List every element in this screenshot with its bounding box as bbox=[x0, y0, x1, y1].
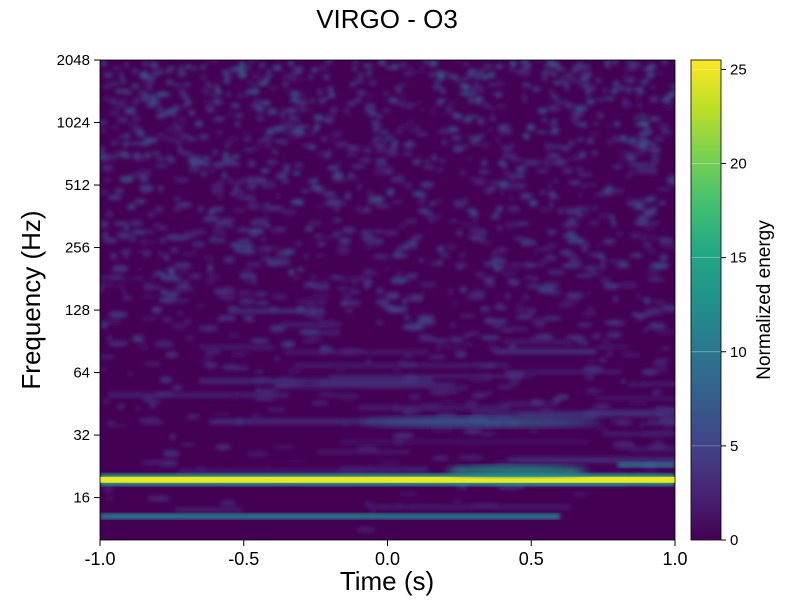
y-tick-label: 16 bbox=[73, 490, 90, 507]
y-tick-label: 32 bbox=[73, 427, 90, 444]
plot-area bbox=[99, 59, 676, 541]
x-axis-label: Time (s) bbox=[340, 566, 434, 596]
y-tick-label: 1024 bbox=[57, 115, 90, 132]
y-tick-label: 256 bbox=[65, 240, 90, 257]
colorbar-tick-label: 20 bbox=[730, 156, 747, 173]
y-tick-label: 128 bbox=[65, 302, 90, 319]
colorbar: 0 5 10 15 20 25 bbox=[690, 59, 747, 549]
noise-texture bbox=[100, 60, 675, 533]
colorbar-label: Normalized energy bbox=[754, 220, 775, 380]
colorbar-ticks: 0 5 10 15 20 25 bbox=[691, 61, 747, 549]
feature-line-4 bbox=[617, 461, 675, 468]
colorbar-tick-label: 5 bbox=[730, 438, 738, 455]
x-tick-label: 0.0 bbox=[375, 549, 400, 569]
y-tick-label: 512 bbox=[65, 177, 90, 194]
y-axis-label: Frequency (Hz) bbox=[16, 210, 46, 389]
chart-title: VIRGO - O3 bbox=[316, 4, 458, 34]
feature-arc-3 bbox=[445, 464, 589, 477]
feature-line-1 bbox=[100, 513, 560, 520]
y-tick-label: 2048 bbox=[57, 52, 90, 69]
x-tick-label: -1.0 bbox=[84, 549, 115, 569]
colorbar-tick-label: 15 bbox=[730, 250, 747, 267]
feature-arc-2 bbox=[358, 416, 604, 429]
x-axis: -1.0 -0.5 0.0 0.5 1.0 bbox=[84, 540, 688, 569]
signal-features bbox=[100, 416, 675, 520]
y-axis: 16 32 64 128 256 512 1024 2048 bbox=[57, 52, 100, 507]
colorbar-tick-label: 0 bbox=[730, 532, 738, 549]
colorbar-tick-label: 25 bbox=[730, 61, 747, 78]
x-tick-label: 1.0 bbox=[662, 549, 687, 569]
x-tick-label: 0.5 bbox=[519, 549, 544, 569]
colorbar-tick-label: 10 bbox=[730, 344, 747, 361]
y-tick-label: 64 bbox=[73, 365, 90, 382]
noise-blobs bbox=[100, 60, 675, 533]
x-tick-label: -0.5 bbox=[228, 549, 259, 569]
feature-line-0 bbox=[100, 476, 675, 483]
colorbar-frame bbox=[690, 59, 722, 541]
colorbar-gradient bbox=[691, 60, 721, 540]
